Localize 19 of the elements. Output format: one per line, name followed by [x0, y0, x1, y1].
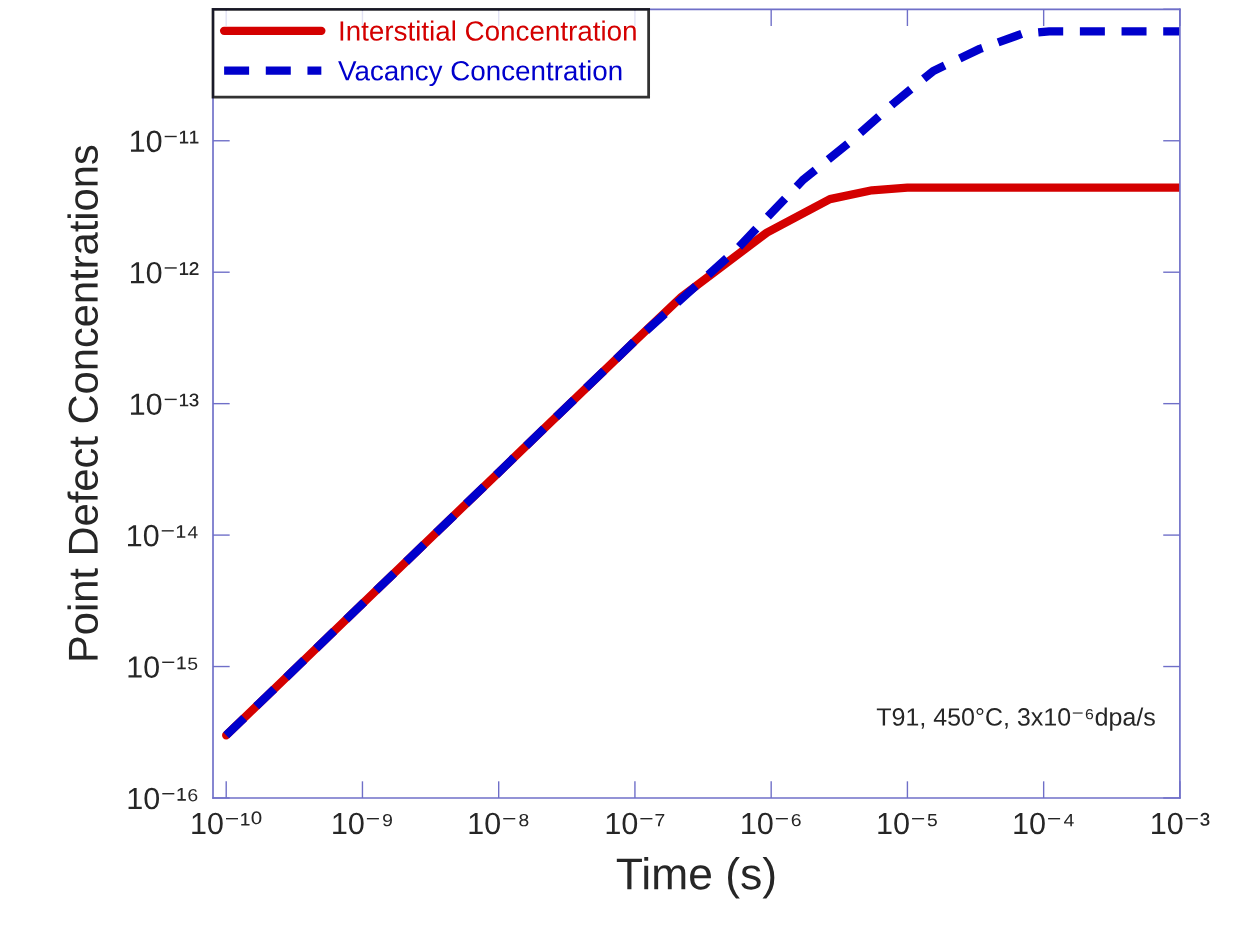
- x-tick-label: 10⁻⁴: [1014, 812, 1074, 835]
- y-tick-label: 10⁻¹²: [130, 261, 199, 284]
- x-tick-label: 10⁻⁵: [878, 812, 937, 835]
- annotation: T91, 450°C, 3x10⁻⁶dpa/s: [876, 707, 1155, 731]
- y-axis-title: Point Defect Concentrations: [67, 145, 99, 660]
- y-tick-label: 10⁻¹¹: [130, 130, 199, 153]
- legend-label: Vacancy Concentration: [338, 60, 622, 87]
- x-tick-label: 10⁻⁹: [333, 812, 392, 835]
- y-tick-label: 10⁻¹⁵: [128, 656, 198, 678]
- x-tick-label: 10⁻⁶: [742, 812, 801, 835]
- legend-label: Interstitial Concentration: [340, 20, 636, 41]
- x-tick-label: 10⁻⁷: [606, 812, 665, 835]
- x-tick-label: 10⁻⁸: [469, 812, 529, 835]
- y-tick-label: 10⁻¹⁴: [128, 524, 198, 547]
- x-tick-label: 10⁻³: [1152, 812, 1210, 835]
- x-tick-label: 10⁻¹⁰: [192, 811, 262, 835]
- y-tick-label: 10⁻¹³: [130, 393, 199, 416]
- x-axis-title: Time (s): [616, 857, 775, 899]
- y-tick-label: 10⁻¹⁶: [128, 787, 198, 810]
